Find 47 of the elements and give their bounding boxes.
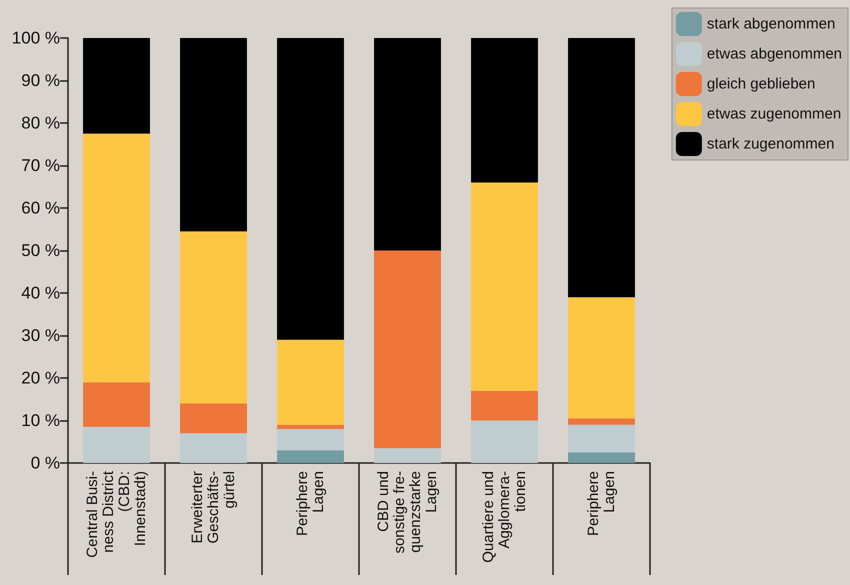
- y-tick-label: 20 %: [21, 368, 60, 388]
- bar: [83, 382, 150, 427]
- bar: [277, 424, 344, 429]
- bar: [374, 448, 441, 463]
- legend-label: gleich geblieben: [706, 76, 816, 92]
- bar: [180, 433, 247, 463]
- y-tick-label: 100 %: [12, 28, 60, 48]
- x-tick-label: Erweiterter Geschäfts- gürtel: [189, 471, 238, 544]
- y-tick-label: 30 %: [21, 326, 60, 345]
- bar: [374, 250, 441, 448]
- y-tick-label: 0 %: [30, 454, 60, 472]
- bar: [83, 426, 150, 463]
- bar: [568, 297, 635, 418]
- bar: [568, 452, 635, 463]
- y-tick-label: 40 %: [21, 284, 60, 302]
- bar: [374, 38, 441, 250]
- x-tick-label: Periphere Lagen: [294, 471, 327, 536]
- bar: [568, 424, 635, 452]
- bar: [83, 38, 150, 134]
- x-tick-label: Quartiere und Agglomera- tionen: [480, 471, 529, 563]
- y-tick-label: 90 %: [21, 71, 60, 90]
- legend-label: stark abgenommen: [706, 16, 836, 32]
- bar: [277, 38, 344, 340]
- legend-label: stark zugenommen: [706, 136, 834, 152]
- x-tick-label: Periphere Lagen: [585, 471, 618, 536]
- y-tick-label: 10 %: [21, 411, 60, 430]
- bar: [277, 429, 344, 450]
- legend-label: etwas zugenommen: [706, 106, 842, 122]
- bar: [471, 390, 538, 420]
- x-tick-label: Central Busi- ness District (CBD: Innenstadt): [84, 470, 149, 558]
- bar: [471, 420, 538, 463]
- bar: [180, 231, 247, 404]
- y-tick-label: 70 %: [21, 156, 60, 175]
- y-tick-label: 50 %: [21, 241, 60, 260]
- bar: [568, 38, 635, 298]
- bar: [180, 38, 247, 232]
- bar: [180, 404, 247, 434]
- bar: [277, 340, 344, 425]
- bar: [277, 450, 344, 463]
- bar: [471, 182, 538, 391]
- bar: [83, 134, 150, 382]
- bar: [471, 38, 538, 182]
- y-tick-label: 80 %: [21, 114, 60, 132]
- bar: [568, 418, 635, 425]
- x-tick-label: CBD und sonstige fre- quenzstarke Lagen: [375, 471, 440, 554]
- legend-label: etwas abgenommen: [706, 46, 842, 62]
- y-tick-label: 60 %: [21, 198, 60, 218]
